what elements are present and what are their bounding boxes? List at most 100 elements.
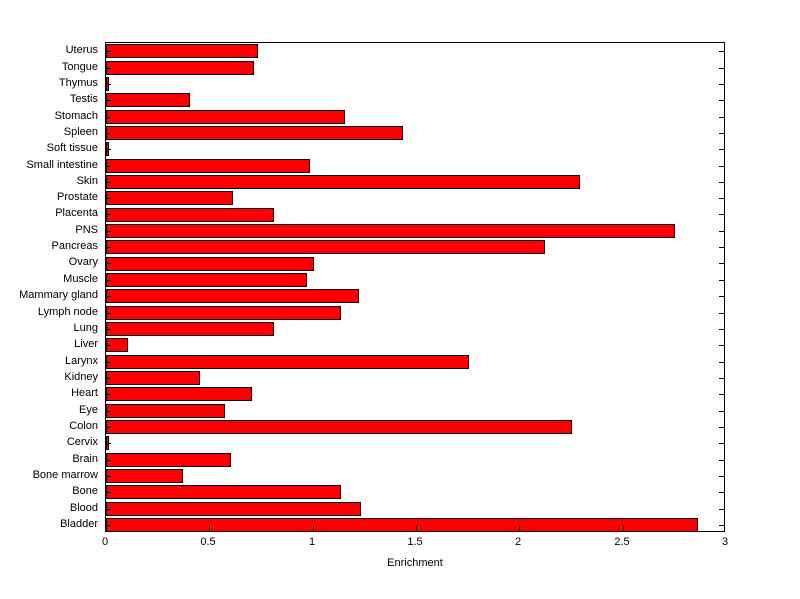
y-tick-left — [106, 149, 111, 150]
y-tick-left — [106, 133, 111, 134]
y-tick-left — [106, 345, 111, 346]
x-tick — [724, 525, 725, 531]
y-tick-right — [719, 296, 724, 297]
bar-bladder — [106, 517, 698, 532]
y-tick-left — [106, 509, 111, 510]
y-tick-left — [106, 117, 111, 118]
bar-bone-marrow — [106, 468, 183, 483]
y-tick-left — [106, 460, 111, 461]
x-tick — [106, 525, 107, 531]
y-tick-right — [719, 427, 724, 428]
y-tick-right — [719, 313, 724, 314]
y-tick-label-liver: Liver — [74, 338, 98, 350]
y-tick-label-brain: Brain — [72, 453, 98, 465]
y-tick-right — [719, 117, 724, 118]
y-tick-right — [719, 100, 724, 101]
bar-uterus — [106, 44, 258, 59]
y-tick-right — [719, 182, 724, 183]
y-tick-right — [719, 525, 724, 526]
y-tick-right — [719, 492, 724, 493]
y-tick-label-lung: Lung — [73, 322, 98, 334]
y-tick-right — [719, 166, 724, 167]
y-tick-left — [106, 394, 111, 395]
x-tick-label-0: 0 — [101, 536, 109, 548]
y-tick-label-muscle: Muscle — [63, 273, 98, 285]
y-tick-right — [719, 329, 724, 330]
y-tick-label-ovary: Ovary — [68, 256, 98, 268]
y-axis-labels: Uterus Tongue Thymus Testis Stomach Spleen Sof… — [0, 42, 98, 532]
x-tick — [623, 525, 624, 531]
y-tick-label-larynx: Larynx — [64, 355, 98, 367]
y-tick-label-thymus: Thymus — [58, 77, 98, 89]
y-tick-left — [106, 182, 111, 183]
y-tick-left — [106, 166, 111, 167]
y-tick-left — [106, 378, 111, 379]
y-tick-left — [106, 214, 111, 215]
x-tick-label-2.5: 2.5 — [614, 536, 630, 548]
y-tick-right — [719, 394, 724, 395]
y-tick-right — [719, 84, 724, 85]
x-axis-tick-labels: 0 0.5 1 1.5 2 2.5 3 — [101, 536, 728, 552]
y-tick-label-bone: Bone — [72, 485, 98, 497]
bar-mammary-gland — [106, 289, 359, 304]
y-tick-label-bone-marrow: Bone marrow — [32, 469, 98, 481]
y-tick-label-testis: Testis — [69, 93, 98, 105]
bar-placenta — [106, 207, 274, 222]
y-tick-label-stomach: Stomach — [54, 110, 98, 122]
y-tick-label-placenta: Placenta — [55, 207, 98, 219]
y-tick-left — [106, 84, 111, 85]
y-tick-left — [106, 198, 111, 199]
y-tick-right — [719, 263, 724, 264]
y-tick-label-pancreas: Pancreas — [51, 240, 98, 252]
bar-spleen — [106, 125, 403, 140]
y-tick-left — [106, 313, 111, 314]
y-tick-label-skin: Skin — [76, 175, 98, 187]
y-tick-left — [106, 476, 111, 477]
bar-blood — [106, 501, 361, 516]
bar-tongue — [106, 60, 254, 75]
y-tick-right — [719, 133, 724, 134]
y-tick-right — [719, 149, 724, 150]
y-tick-right — [719, 509, 724, 510]
x-tick-label-1.5: 1.5 — [407, 536, 423, 548]
y-tick-label-eye: Eye — [79, 404, 98, 416]
y-tick-right — [719, 460, 724, 461]
y-tick-right — [719, 51, 724, 52]
bar-testis — [106, 93, 190, 108]
bar-eye — [106, 403, 225, 418]
y-tick-label-heart: Heart — [71, 387, 98, 399]
y-tick-right — [719, 214, 724, 215]
y-tick-right — [719, 280, 724, 281]
y-tick-label-prostate: Prostate — [57, 191, 98, 203]
x-tick — [416, 525, 417, 531]
y-tick-right — [719, 231, 724, 232]
y-tick-left — [106, 68, 111, 69]
bar-thymus — [106, 76, 109, 91]
y-tick-label-blood: Blood — [69, 502, 98, 514]
y-tick-right — [719, 247, 724, 248]
y-tick-left — [106, 427, 111, 428]
bar-prostate — [106, 191, 233, 206]
y-tick-left — [106, 411, 111, 412]
y-tick-label-mammary-gland: Mammary gland — [19, 289, 98, 301]
y-tick-left — [106, 280, 111, 281]
bar-kidney — [106, 370, 200, 385]
bar-heart — [106, 387, 252, 402]
bar-lung — [106, 321, 274, 336]
y-tick-label-colon: Colon — [69, 420, 98, 432]
y-tick-left — [106, 329, 111, 330]
y-tick-right — [719, 68, 724, 69]
y-tick-right — [719, 411, 724, 412]
plot-area — [105, 42, 725, 532]
x-tick-label-0.5: 0.5 — [200, 536, 216, 548]
y-tick-right — [719, 362, 724, 363]
y-tick-label-tongue: Tongue — [61, 61, 98, 73]
y-tick-label-uterus: Uterus — [65, 44, 98, 56]
y-tick-label-spleen: Spleen — [63, 126, 98, 138]
bar-colon — [106, 419, 572, 434]
bar-pancreas — [106, 240, 545, 255]
y-tick-left — [106, 296, 111, 297]
y-tick-left — [106, 100, 111, 101]
y-tick-left — [106, 492, 111, 493]
y-tick-left — [106, 362, 111, 363]
